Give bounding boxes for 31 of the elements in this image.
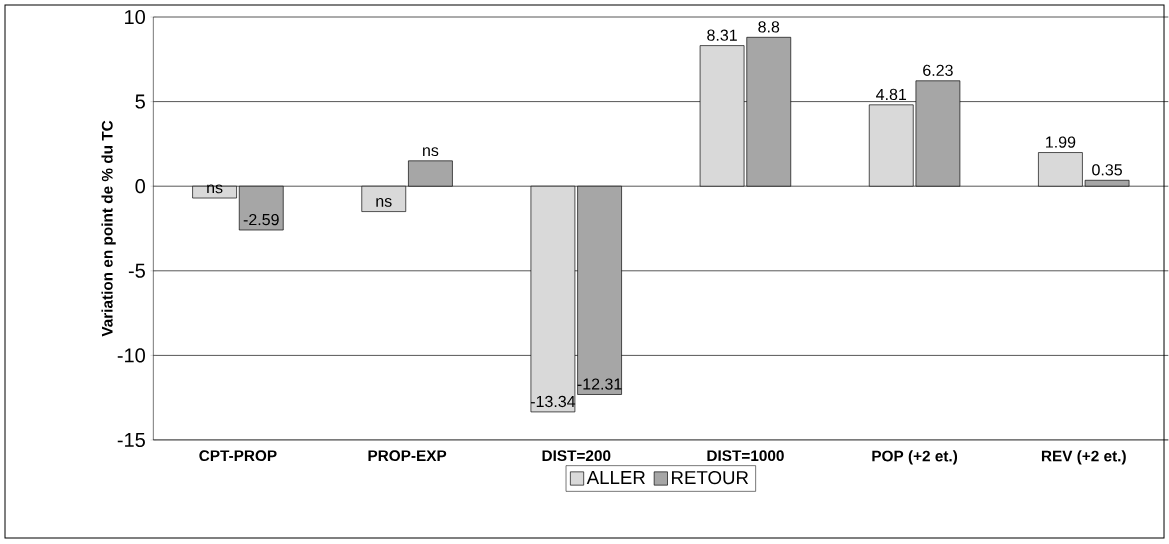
y-tick-label: 0 [135, 179, 145, 194]
data-label: ns [376, 198, 392, 207]
bar [238, 185, 284, 231]
y-tick-label: -10 [117, 348, 145, 363]
data-label: -2.59 [243, 213, 279, 226]
legend-label: RETOUR [672, 470, 749, 485]
bar [192, 185, 237, 199]
legend-label: ALLER [586, 471, 645, 484]
data-label: 0.35 [1092, 164, 1122, 176]
bar [361, 185, 407, 212]
y-tick-label: -15 [117, 433, 145, 447]
y-tick-label: 5 [135, 94, 145, 109]
x-tick-label: DIST=1000 [707, 450, 784, 462]
x-tick-label: CPT-PROP [199, 450, 277, 462]
x-tick-label: POP (+2 et.) [872, 450, 958, 465]
data-label: 4.81 [876, 88, 907, 101]
data-label: 1.99 [1046, 136, 1076, 148]
data-label: 8.31 [707, 29, 737, 41]
data-label: 6.23 [923, 64, 953, 76]
y-tick-label: 10 [125, 9, 145, 25]
y-tick-label: -5 [128, 263, 145, 278]
bar [408, 160, 453, 187]
y-axis-title: Variation en point de % du TC [101, 120, 116, 337]
x-tick-label: REV (+2 et.) [1041, 450, 1126, 465]
data-label: 8.8 [758, 21, 780, 33]
x-tick-label: PROP-EXP [368, 450, 447, 462]
data-label: ns [423, 147, 439, 157]
data-label: -12.31 [577, 378, 622, 390]
data-label: ns [207, 184, 223, 194]
x-tick-label: DIST=200 [542, 450, 611, 462]
data-label: -13.34 [530, 395, 576, 408]
